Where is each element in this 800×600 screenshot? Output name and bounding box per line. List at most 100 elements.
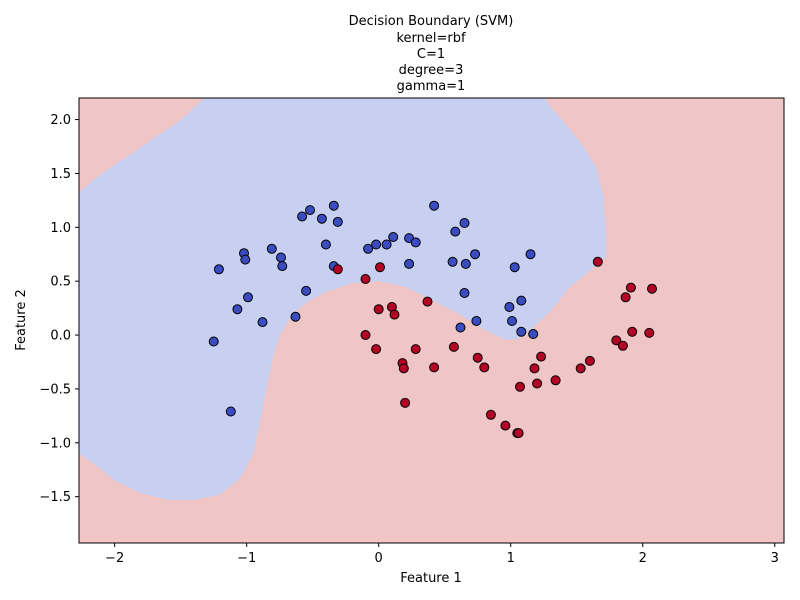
title-line-3: C=1 [417,47,445,62]
data-point-class-0 [460,258,471,269]
y-axis-label: Feature 2 [14,289,29,351]
x-tick-label: 3 [771,551,779,566]
data-point-class-1 [620,292,631,303]
data-point-class-1 [550,375,561,386]
chart-title: Decision Boundary (SVM) kernel=rbf C=1 d… [349,14,514,94]
data-point-class-0 [240,254,251,265]
data-point-class-1 [422,296,433,307]
data-point-class-0 [410,237,421,248]
data-point-class-1 [529,363,540,374]
x-tick-label: 1 [507,551,515,566]
data-point-class-0 [316,213,327,224]
x-tick-label: −2 [105,551,124,566]
data-point-class-0 [450,226,461,237]
data-point-class-1 [536,351,547,362]
data-point-class-0 [208,336,219,347]
title-line-2: kernel=rbf [396,31,466,46]
data-point-class-0 [290,311,301,322]
data-point-class-1 [513,428,524,439]
data-point-class-0 [320,239,331,250]
y-tick-label: 0.0 [50,329,71,344]
data-point-class-0 [459,218,470,228]
data-point-class-1 [398,363,409,374]
data-point-class-1 [485,409,496,420]
data-point-class-1 [611,335,622,346]
y-tick-label: −1.0 [39,436,71,451]
title-line-5: gamma=1 [397,79,466,94]
data-point-class-0 [455,322,466,333]
data-point-class-0 [266,243,277,254]
data-point-class-0 [404,258,415,269]
data-point-class-0 [301,285,312,296]
data-point-class-1 [389,309,400,320]
data-point-class-1 [644,327,655,338]
data-point-class-1 [373,304,384,315]
x-axis: −2 −1 0 1 2 3 [105,543,779,566]
data-point-class-1 [410,344,421,355]
x-tick-label: 0 [375,551,383,566]
data-point-class-1 [647,283,657,294]
data-point-class-1 [371,344,382,355]
data-point-class-1 [627,326,638,337]
y-tick-label: 2.0 [50,113,71,128]
title-line-1: Decision Boundary (SVM) [349,14,514,29]
data-point-class-1 [472,352,483,363]
data-point-class-1 [448,341,459,352]
y-tick-label: 1.5 [50,167,71,182]
data-point-class-0 [371,239,382,250]
data-point-class-1 [515,381,525,392]
data-point-class-1 [479,362,490,373]
x-tick-label: −1 [237,551,256,566]
data-point-class-0 [277,261,288,272]
decision-region-class-0 [79,98,606,500]
data-point-class-0 [507,316,517,326]
data-point-class-0 [471,316,482,326]
data-point-class-1 [532,378,543,389]
title-line-4: degree=3 [399,63,464,78]
data-point-class-0 [525,249,536,260]
data-point-class-0 [225,406,236,417]
data-point-class-0 [504,302,515,312]
y-tick-label: 0.5 [50,275,71,290]
data-point-class-0 [381,239,392,250]
data-point-class-0 [509,262,520,273]
data-point-class-1 [584,355,595,366]
data-point-class-0 [528,329,539,339]
data-point-class-0 [459,288,470,298]
data-point-class-0 [447,256,458,267]
data-point-class-0 [516,326,527,337]
data-point-class-1 [332,264,343,275]
data-point-class-1 [625,282,636,293]
x-tick-label: 2 [639,551,647,566]
y-tick-label: −0.5 [39,382,71,397]
x-axis-label: Feature 1 [400,571,462,586]
data-points [208,200,657,439]
data-point-class-1 [500,420,511,431]
data-point-class-0 [305,205,315,216]
data-point-class-1 [360,330,371,340]
data-point-class-1 [617,340,628,351]
data-point-class-1 [429,362,440,373]
data-point-class-0 [363,243,374,254]
y-tick-label: 1.0 [50,221,71,236]
data-point-class-0 [429,200,440,211]
data-point-class-0 [276,252,286,263]
data-point-class-1 [400,397,411,408]
data-point-class-0 [332,216,343,227]
data-point-class-0 [388,232,399,242]
data-point-class-1 [575,363,586,374]
data-point-class-0 [516,295,527,306]
plot-frame [78,97,785,544]
data-point-class-0 [243,292,253,303]
data-point-class-1 [375,262,385,273]
data-point-class-1 [592,256,603,267]
data-point-class-1 [360,274,371,284]
data-point-class-0 [257,317,268,328]
y-tick-label: −1.5 [39,490,71,505]
data-point-class-0 [213,264,224,275]
data-point-class-0 [232,304,243,315]
data-point-class-0 [470,249,481,260]
plot-area [78,97,785,544]
data-point-class-0 [297,211,308,222]
